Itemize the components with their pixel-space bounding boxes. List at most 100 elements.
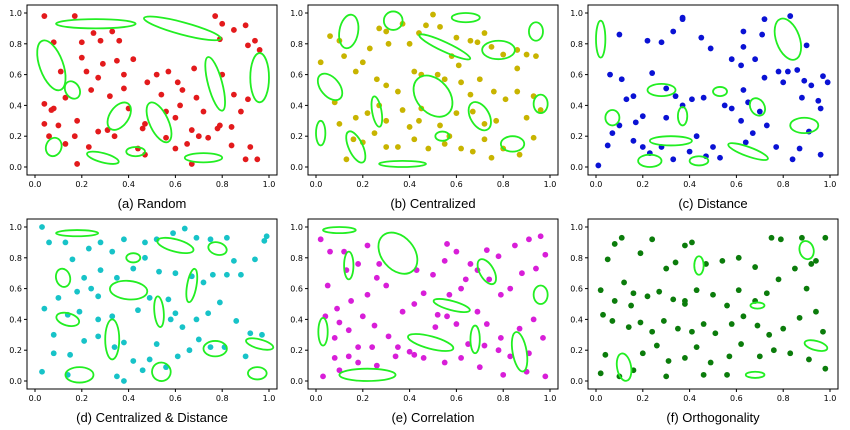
data-point (252, 37, 258, 44)
data-point (317, 236, 324, 243)
y-tick-label: 1.0 (570, 223, 583, 232)
data-point (441, 141, 448, 147)
data-point (462, 276, 469, 283)
data-point (193, 316, 200, 323)
data-point (537, 107, 544, 113)
data-point (130, 56, 137, 63)
axes-frame (587, 4, 839, 176)
data-point (172, 310, 179, 317)
data-point (200, 279, 207, 286)
data-point (62, 94, 69, 101)
data-point (385, 40, 392, 47)
data-point (780, 79, 787, 86)
data-point (618, 234, 625, 241)
data-point (85, 245, 92, 252)
data-point (324, 282, 331, 289)
data-point (808, 261, 815, 267)
data-point (376, 261, 383, 267)
data-point (207, 344, 214, 351)
x-tick-label: 0.8 (777, 394, 790, 403)
data-point (345, 327, 352, 334)
data-point (242, 22, 249, 29)
data-point (481, 120, 488, 127)
ellipse-region (450, 12, 481, 24)
data-point (728, 56, 735, 63)
ellipse-region (183, 152, 224, 164)
data-point (458, 145, 464, 152)
data-point (740, 28, 747, 35)
data-point (488, 154, 495, 161)
data-point (261, 237, 268, 244)
data-point (62, 141, 69, 147)
x-tick-label: 0.6 (169, 180, 182, 189)
data-point (649, 328, 656, 335)
y-tick-label: 0.8 (290, 40, 303, 49)
data-point (540, 334, 546, 341)
data-point (170, 230, 176, 237)
ellipse-region (343, 250, 355, 281)
x-tick-label: 0.4 (122, 394, 135, 403)
data-point (153, 71, 160, 78)
y-tick-label: 0.8 (9, 40, 22, 49)
data-point (467, 91, 474, 98)
ellipse-region (510, 331, 529, 373)
data-point (726, 353, 733, 360)
data-point (71, 13, 78, 19)
data-point (252, 256, 258, 263)
data-point (693, 344, 700, 351)
data-point (441, 359, 448, 366)
axes-frame (307, 218, 559, 390)
ellipse-region (749, 301, 766, 310)
data-point (205, 310, 212, 317)
data-point (616, 31, 623, 38)
y-tick-label: 0.4 (290, 101, 303, 110)
ellipse-region (789, 116, 820, 135)
data-point (41, 120, 48, 127)
data-point (514, 47, 521, 53)
data-point (432, 324, 439, 330)
y-tick-label: 0.2 (570, 346, 583, 355)
data-point (724, 302, 730, 309)
data-point (406, 348, 413, 355)
data-point (689, 96, 695, 103)
data-point (507, 353, 514, 360)
data-point (815, 97, 822, 104)
y-tick-label: 0.2 (9, 346, 22, 355)
data-point (530, 134, 537, 141)
data-point (481, 136, 488, 143)
data-point (95, 316, 102, 323)
ellipse-region (204, 56, 226, 112)
data-point (373, 274, 380, 281)
data-point (46, 133, 52, 140)
y-tick-label: 0.6 (570, 71, 583, 80)
x-tick-label: 1.0 (824, 394, 837, 403)
y-tick-label: 0.2 (9, 132, 22, 141)
data-point (806, 356, 812, 363)
data-point (71, 133, 78, 140)
data-point (803, 42, 810, 49)
data-point (352, 114, 359, 121)
x-tick-label: 0.2 (636, 180, 649, 189)
x-tick-label: 0.2 (636, 394, 649, 403)
data-point (724, 371, 730, 378)
data-point (689, 239, 695, 246)
data-point (111, 344, 118, 351)
data-point (689, 328, 695, 335)
data-point (649, 70, 656, 76)
subplot-caption: (f) Orthogonality (666, 410, 760, 425)
data-point (526, 236, 532, 243)
data-point (205, 134, 212, 141)
data-point (352, 68, 359, 75)
data-point (219, 20, 226, 27)
x-tick-label: 0.4 (683, 180, 696, 189)
ellipse-region (55, 311, 81, 327)
data-point (242, 156, 249, 163)
data-point (444, 313, 450, 320)
data-point (679, 14, 686, 21)
data-point (184, 141, 191, 147)
ellipse-region (55, 18, 137, 30)
data-point (373, 362, 380, 369)
data-point (437, 122, 443, 129)
ellipse-region (727, 142, 769, 161)
ellipse-region (63, 80, 81, 100)
